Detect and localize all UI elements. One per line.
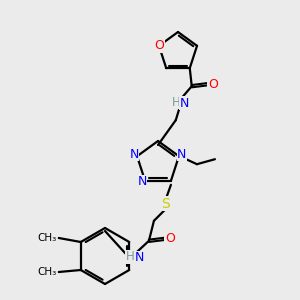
- Text: O: O: [208, 78, 218, 91]
- Text: S: S: [162, 197, 170, 211]
- Text: O: O: [165, 232, 175, 245]
- Text: N: N: [129, 148, 139, 161]
- Text: H: H: [126, 250, 134, 263]
- Text: H: H: [171, 96, 180, 109]
- Text: O: O: [154, 39, 164, 52]
- Text: N: N: [180, 97, 189, 110]
- Text: N: N: [177, 148, 187, 161]
- Text: N: N: [135, 251, 145, 264]
- Text: CH₃: CH₃: [38, 233, 57, 243]
- Text: N: N: [137, 175, 147, 188]
- Text: CH₃: CH₃: [38, 267, 57, 277]
